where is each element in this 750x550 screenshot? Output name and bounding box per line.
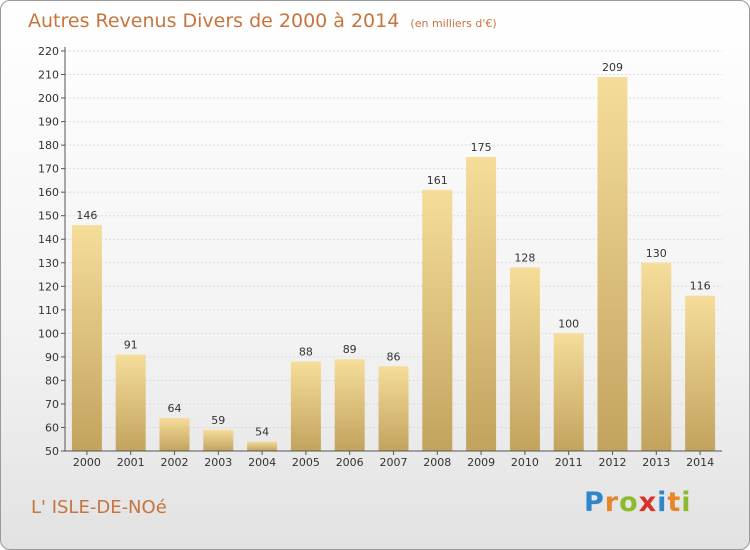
logo-letter: x — [638, 487, 658, 518]
y-tick-label: 150 — [38, 210, 59, 223]
x-tick-label: 2011 — [555, 456, 583, 469]
x-tick-label: 2005 — [292, 456, 320, 469]
bar — [422, 189, 453, 451]
x-tick-label: 2008 — [423, 456, 451, 469]
title-row: Autres Revenus Divers de 2000 à 2014 (en… — [28, 10, 497, 32]
bar — [115, 354, 146, 451]
commune-name: L' ISLE-DE-NOé — [31, 497, 167, 518]
bar — [685, 295, 716, 451]
data-label: 89 — [343, 343, 357, 356]
y-tick-label: 140 — [38, 233, 59, 246]
x-tick-label: 2007 — [380, 456, 408, 469]
y-tick-label: 220 — [38, 45, 59, 58]
logo-letter: P — [584, 487, 605, 518]
bar — [247, 441, 278, 451]
data-label: 130 — [646, 247, 667, 260]
bar — [553, 333, 584, 451]
y-tick-label: 80 — [45, 374, 59, 387]
bar — [203, 429, 234, 451]
x-tick-label: 2012 — [599, 456, 627, 469]
y-tick-label: 130 — [38, 257, 59, 270]
logo-letter: i — [681, 487, 692, 518]
x-tick-label: 2000 — [73, 456, 101, 469]
logo-letter: t — [667, 487, 682, 518]
y-tick-label: 200 — [38, 92, 59, 105]
x-tick-label: 2010 — [511, 456, 539, 469]
data-label: 209 — [602, 61, 623, 74]
x-tick-label: 2006 — [336, 456, 364, 469]
x-tick-label: 2003 — [204, 456, 232, 469]
bar — [290, 361, 321, 451]
data-label: 88 — [299, 346, 313, 359]
x-tick-label: 2014 — [686, 456, 714, 469]
x-tick-label: 2002 — [161, 456, 189, 469]
y-tick-label: 180 — [38, 139, 59, 152]
bar — [509, 267, 540, 451]
data-label: 54 — [255, 426, 269, 439]
logo-letter: r — [604, 487, 620, 518]
y-tick-label: 110 — [38, 304, 59, 317]
logo-letter: i — [657, 487, 668, 518]
y-tick-label: 210 — [38, 69, 59, 82]
y-tick-label: 170 — [38, 163, 59, 176]
x-tick-label: 2001 — [117, 456, 145, 469]
data-label: 64 — [168, 402, 182, 415]
data-label: 175 — [471, 141, 492, 154]
x-tick-label: 2013 — [642, 456, 670, 469]
data-label: 128 — [514, 251, 535, 264]
data-label: 161 — [427, 174, 448, 187]
data-label: 86 — [387, 350, 401, 363]
y-tick-label: 160 — [38, 186, 59, 199]
data-label: 59 — [211, 414, 225, 427]
bar — [71, 225, 102, 451]
data-label: 116 — [690, 280, 711, 293]
y-tick-label: 50 — [45, 445, 59, 458]
data-label: 146 — [76, 209, 97, 222]
y-tick-label: 60 — [45, 421, 59, 434]
bar — [159, 418, 190, 451]
axes: 50 60 70 80 90 100 110 120 130 140 150 160 170 180 190… — [38, 45, 722, 469]
y-tick-label: 100 — [38, 327, 59, 340]
proxiti-logo: Proxiti — [584, 487, 692, 518]
bar — [334, 359, 365, 451]
bar — [466, 156, 497, 451]
data-label: 91 — [124, 339, 138, 352]
chart-title: Autres Revenus Divers de 2000 à 2014 — [28, 10, 400, 32]
y-tick-label: 70 — [45, 398, 59, 411]
y-tick-label: 120 — [38, 280, 59, 293]
bar — [378, 366, 409, 451]
bars: 146 91 64 59 54 88 89 86 161 175 128 100 209 130 116 — [71, 61, 716, 451]
logo-letter: o — [619, 487, 639, 518]
chart-subtitle: (en milliers d'€) — [410, 17, 497, 30]
y-tick-label: 190 — [38, 116, 59, 129]
x-tick-label: 2009 — [467, 456, 495, 469]
data-label: 100 — [558, 317, 579, 330]
bar — [641, 262, 672, 451]
y-tick-label: 90 — [45, 351, 59, 364]
bar — [597, 76, 628, 451]
x-tick-label: 2004 — [248, 456, 276, 469]
